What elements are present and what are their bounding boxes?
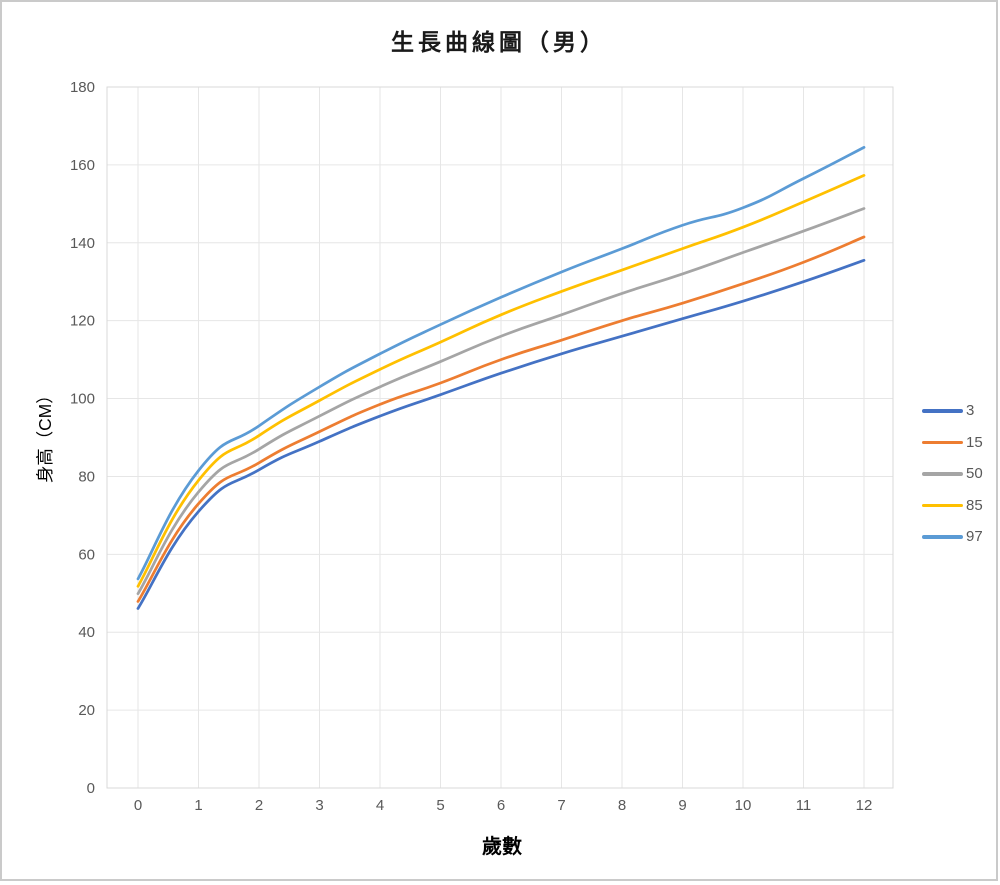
svg-text:180: 180	[70, 79, 95, 96]
svg-text:0: 0	[87, 780, 95, 797]
svg-text:40: 40	[78, 624, 95, 641]
svg-text:5: 5	[436, 797, 444, 814]
svg-text:140: 140	[70, 235, 95, 252]
svg-text:4: 4	[376, 797, 384, 814]
svg-text:60: 60	[78, 546, 95, 563]
svg-text:160: 160	[70, 157, 95, 174]
svg-text:2: 2	[255, 797, 263, 814]
svg-text:0: 0	[134, 797, 142, 814]
svg-text:10: 10	[735, 797, 752, 814]
svg-text:100: 100	[70, 391, 95, 408]
svg-text:8: 8	[618, 797, 626, 814]
svg-text:1: 1	[194, 797, 202, 814]
svg-text:12: 12	[856, 797, 873, 814]
svg-text:6: 6	[497, 797, 505, 814]
svg-text:11: 11	[796, 797, 812, 814]
svg-text:80: 80	[78, 468, 95, 485]
svg-text:3: 3	[315, 797, 323, 814]
svg-text:120: 120	[70, 313, 95, 330]
svg-text:9: 9	[678, 797, 686, 814]
svg-text:7: 7	[557, 797, 565, 814]
svg-text:20: 20	[78, 702, 95, 719]
